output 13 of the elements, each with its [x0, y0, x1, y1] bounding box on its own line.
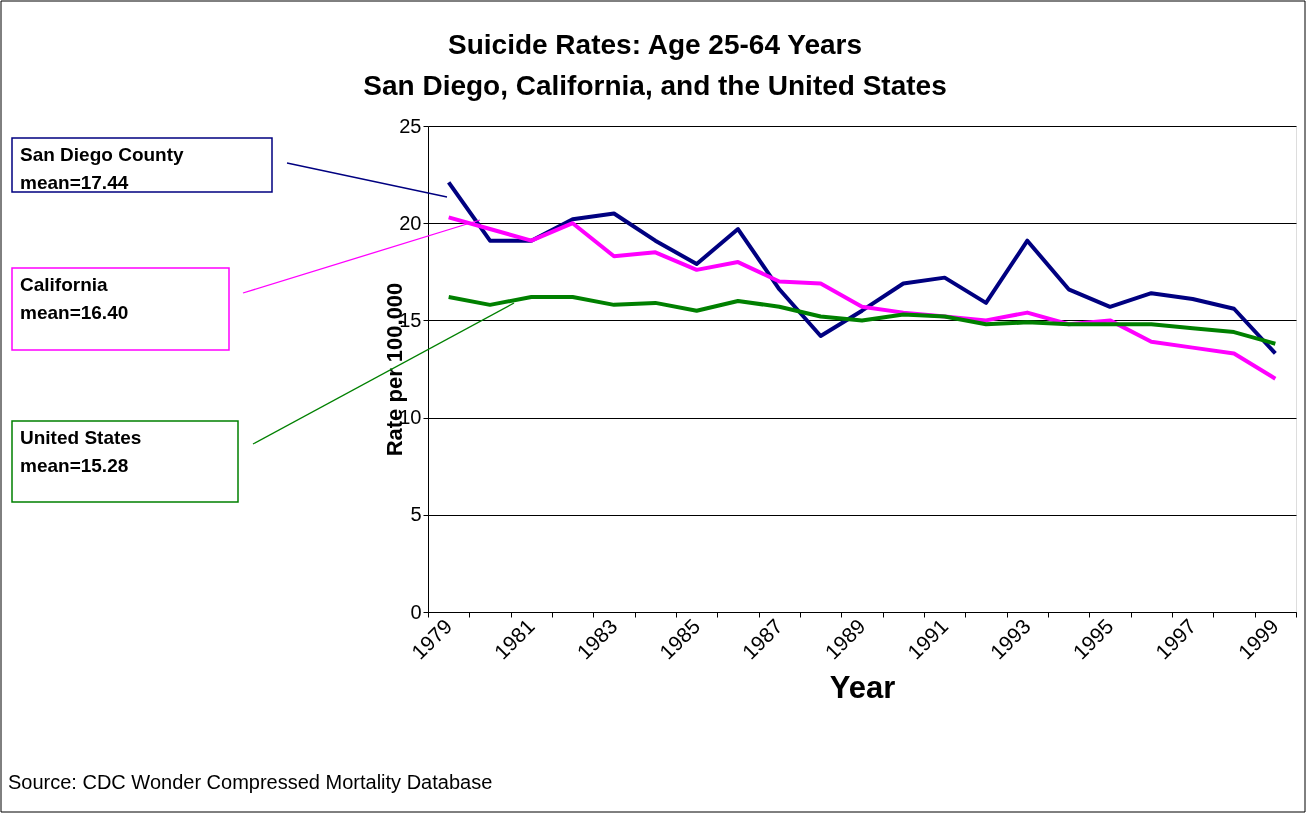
chart-subtitle: San Diego, California, and the United States [363, 70, 947, 101]
line-series [446, 180, 1278, 356]
chart-title: Suicide Rates: Age 25-64 Years [448, 29, 862, 60]
y-tick-label: 20 [399, 211, 422, 234]
line-series [446, 295, 1278, 346]
source-note: Source: CDC Wonder Compressed Mortality Database [8, 771, 493, 793]
text: California mean=16.40 [20, 274, 129, 323]
y-tick-label: 0 [410, 600, 422, 623]
text: United States mean=15.28 [20, 427, 142, 476]
y-tick-label: 25 [399, 114, 422, 137]
x-axis-title: Year [829, 669, 896, 705]
text: San Diego County mean=17.44 [20, 144, 185, 193]
y-tick-label: 5 [410, 503, 422, 526]
